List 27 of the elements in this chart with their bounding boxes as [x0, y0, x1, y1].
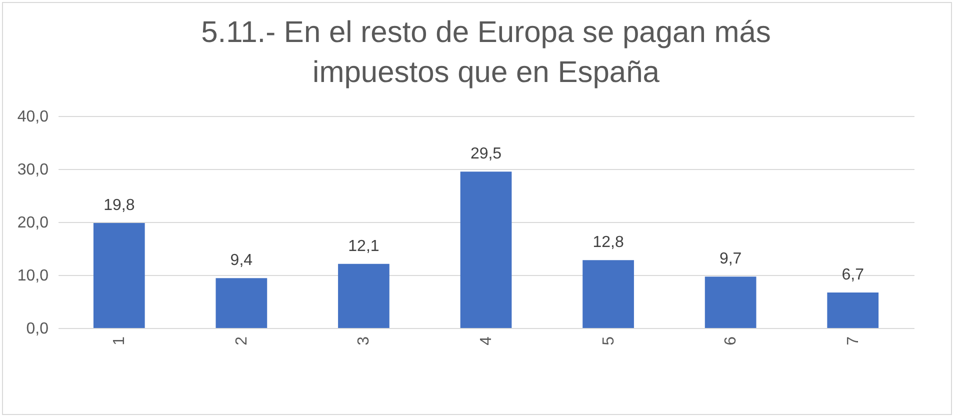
data-label: 9,7 [719, 250, 742, 268]
bar [582, 260, 634, 328]
x-tick-label: 3 [356, 336, 373, 346]
data-label: 12,1 [348, 238, 380, 255]
x-tick-label: 6 [722, 336, 740, 346]
y-tick-label: 30,0 [17, 162, 49, 178]
x-tick-label: 4 [478, 336, 495, 346]
y-tick-label: 20,0 [17, 214, 49, 232]
data-label: 29,5 [470, 146, 502, 163]
x-tick-label: 5 [600, 336, 618, 346]
bar [704, 276, 756, 328]
y-tick-label: 0,0 [26, 320, 49, 338]
x-tick-label: 2 [233, 336, 250, 346]
y-tick-label: 10,0 [17, 268, 49, 284]
bar [216, 278, 268, 328]
data-label: 19,8 [104, 197, 135, 214]
x-tick-label: 7 [844, 336, 862, 346]
data-label: 6,7 [842, 266, 864, 284]
data-label: 12,8 [592, 234, 624, 252]
bar [460, 172, 512, 328]
bar [827, 292, 879, 328]
x-tick-label: 1 [111, 336, 128, 346]
bar [93, 223, 145, 328]
y-tick-label: 40,0 [17, 108, 49, 126]
data-label: 9,4 [230, 252, 253, 270]
bar [338, 264, 390, 328]
chart-title: 5.11.- En el resto de Europa se pagan más impuestos que en España [201, 16, 771, 89]
